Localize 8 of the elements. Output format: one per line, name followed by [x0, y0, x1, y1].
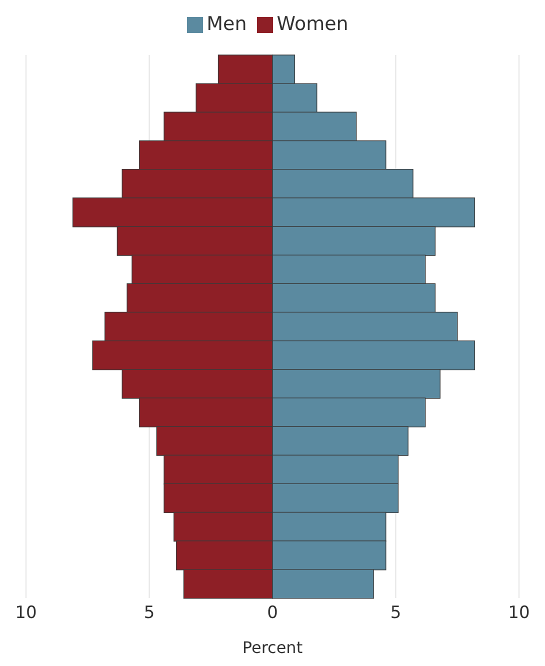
- legend-label: Women: [276, 13, 348, 35]
- legend-label: Men: [206, 13, 247, 35]
- x-tick-label: 5: [390, 603, 402, 624]
- x-axis-title: Percent: [242, 638, 303, 657]
- x-tick-label: 10: [15, 603, 37, 624]
- x-tick-label: 10: [508, 603, 530, 624]
- x-tick-label: 0: [267, 603, 278, 624]
- x-tick-label: 5: [144, 603, 155, 624]
